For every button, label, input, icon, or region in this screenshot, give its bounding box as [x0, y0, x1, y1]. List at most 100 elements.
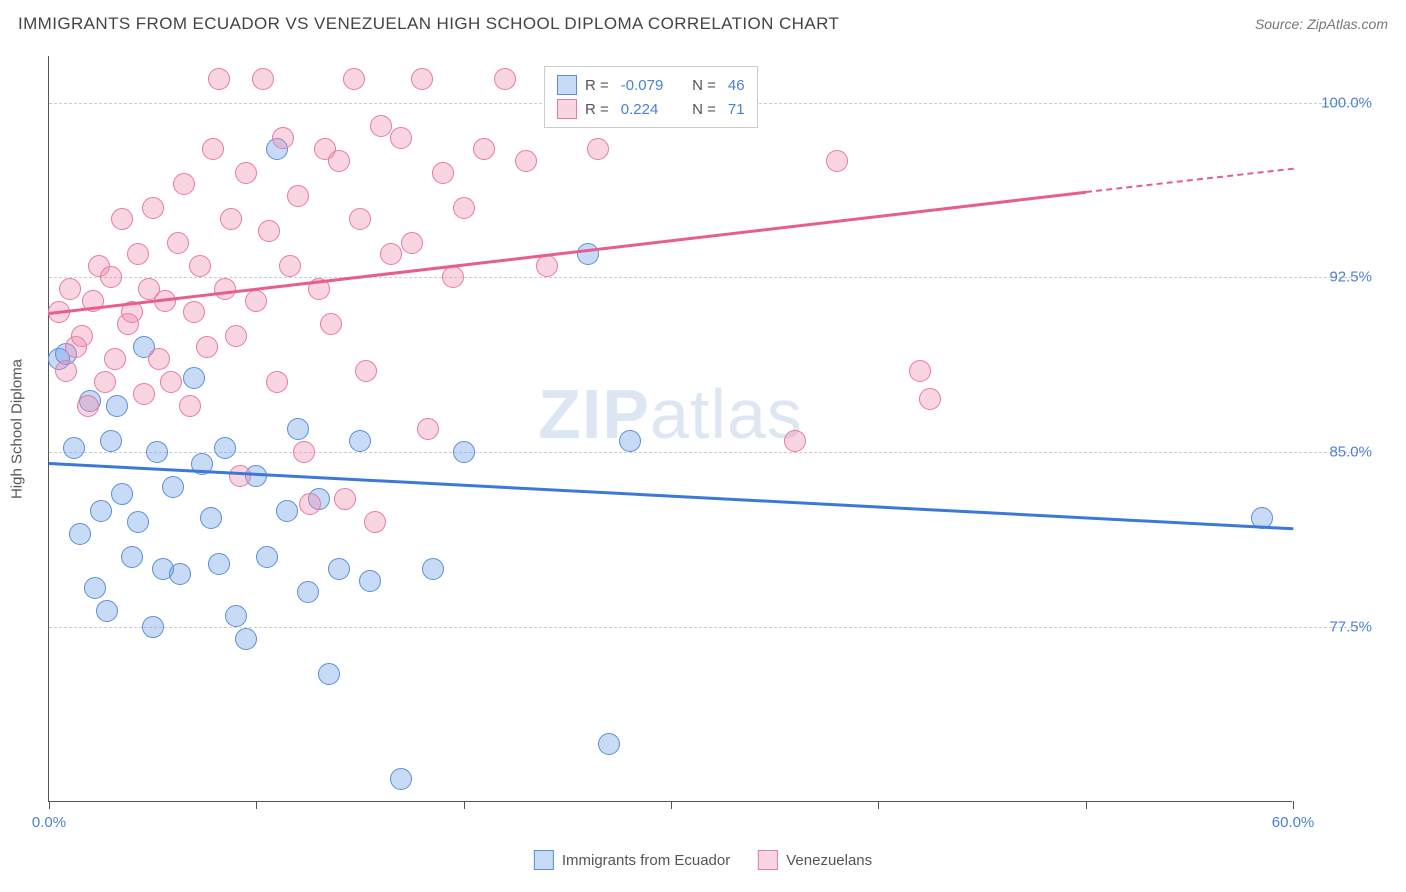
scatter-point-ecuador [390, 768, 412, 790]
watermark-atlas: atlas [650, 375, 803, 453]
scatter-point-venezuelans [77, 395, 99, 417]
stats-r-label: R = [585, 101, 609, 118]
x-tick [878, 801, 879, 809]
scatter-point-ecuador [100, 430, 122, 452]
stats-r-value: -0.079 [621, 77, 676, 94]
x-tick [1086, 801, 1087, 809]
scatter-point-venezuelans [919, 388, 941, 410]
scatter-point-ecuador [297, 581, 319, 603]
trendline-extension [1086, 168, 1294, 193]
scatter-point-venezuelans [167, 232, 189, 254]
x-tick-label: 0.0% [32, 814, 66, 831]
source-label: Source: ZipAtlas.com [1255, 16, 1388, 32]
y-tick-label: 92.5% [1302, 269, 1372, 286]
title-bar: IMMIGRANTS FROM ECUADOR VS VENEZUELAN HI… [18, 14, 1388, 34]
scatter-point-ecuador [359, 570, 381, 592]
scatter-point-venezuelans [272, 127, 294, 149]
legend-label-ecuador: Immigrants from Ecuador [562, 852, 730, 869]
scatter-point-venezuelans [390, 127, 412, 149]
stats-n-value: 71 [728, 101, 745, 118]
scatter-point-venezuelans [826, 150, 848, 172]
stats-n-value: 46 [728, 77, 745, 94]
legend-item-ecuador: Immigrants from Ecuador [534, 850, 730, 870]
stats-row: R =-0.079 N =46 [557, 73, 745, 97]
scatter-point-ecuador [208, 553, 230, 575]
scatter-point-ecuador [200, 507, 222, 529]
x-tick [1293, 801, 1294, 809]
legend-swatch-ecuador [534, 850, 554, 870]
scatter-point-venezuelans [220, 208, 242, 230]
scatter-point-venezuelans [183, 301, 205, 323]
chart-container: IMMIGRANTS FROM ECUADOR VS VENEZUELAN HI… [0, 0, 1406, 892]
stats-n-label: N = [684, 101, 716, 118]
x-tick [464, 801, 465, 809]
chart-title: IMMIGRANTS FROM ECUADOR VS VENEZUELAN HI… [18, 14, 839, 34]
scatter-point-venezuelans [293, 441, 315, 463]
scatter-point-ecuador [142, 616, 164, 638]
scatter-point-venezuelans [189, 255, 211, 277]
scatter-point-venezuelans [100, 266, 122, 288]
scatter-point-venezuelans [334, 488, 356, 510]
scatter-point-venezuelans [214, 278, 236, 300]
scatter-point-venezuelans [208, 68, 230, 90]
scatter-point-venezuelans [258, 220, 280, 242]
scatter-point-venezuelans [784, 430, 806, 452]
stats-r-value: 0.224 [621, 101, 676, 118]
scatter-point-venezuelans [287, 185, 309, 207]
x-tick-label: 60.0% [1272, 814, 1315, 831]
scatter-point-venezuelans [279, 255, 301, 277]
scatter-point-venezuelans [94, 371, 116, 393]
scatter-point-venezuelans [179, 395, 201, 417]
scatter-point-ecuador [422, 558, 444, 580]
scatter-point-venezuelans [320, 313, 342, 335]
x-tick [256, 801, 257, 809]
scatter-point-venezuelans [127, 243, 149, 265]
scatter-point-venezuelans [148, 348, 170, 370]
scatter-point-ecuador [598, 733, 620, 755]
scatter-point-venezuelans [160, 371, 182, 393]
scatter-point-venezuelans [225, 325, 247, 347]
scatter-point-ecuador [162, 476, 184, 498]
scatter-point-ecuador [106, 395, 128, 417]
scatter-point-ecuador [183, 367, 205, 389]
scatter-point-venezuelans [909, 360, 931, 382]
scatter-point-venezuelans [349, 208, 371, 230]
stats-legend: R = -0.079 N = 46 R = 0.224 N = 71 [544, 66, 758, 128]
y-tick-label: 77.5% [1302, 619, 1372, 636]
scatter-point-venezuelans [266, 371, 288, 393]
scatter-point-venezuelans [536, 255, 558, 277]
y-tick-label: 85.0% [1302, 444, 1372, 461]
stats-n-label: N = [684, 77, 716, 94]
scatter-point-venezuelans [343, 68, 365, 90]
scatter-point-venezuelans [432, 162, 454, 184]
scatter-point-ecuador [287, 418, 309, 440]
scatter-point-venezuelans [299, 493, 321, 515]
scatter-point-venezuelans [245, 290, 267, 312]
scatter-point-ecuador [121, 546, 143, 568]
trendline [49, 191, 1086, 315]
stats-swatch [557, 99, 577, 119]
bottom-legend: Immigrants from Ecuador Venezuelans [534, 850, 872, 870]
scatter-point-ecuador [169, 563, 191, 585]
legend-label-venezuelans: Venezuelans [786, 852, 872, 869]
scatter-point-venezuelans [473, 138, 495, 160]
scatter-point-ecuador [84, 577, 106, 599]
scatter-point-ecuador [453, 441, 475, 463]
scatter-point-venezuelans [355, 360, 377, 382]
scatter-point-ecuador [96, 600, 118, 622]
scatter-point-venezuelans [370, 115, 392, 137]
stats-row: R = 0.224 N = 71 [557, 97, 745, 121]
x-tick [49, 801, 50, 809]
gridline-h [49, 452, 1362, 453]
scatter-point-ecuador [328, 558, 350, 580]
scatter-point-venezuelans [442, 266, 464, 288]
scatter-point-venezuelans [494, 68, 516, 90]
scatter-point-venezuelans [71, 325, 93, 347]
scatter-point-ecuador [235, 628, 257, 650]
scatter-point-ecuador [214, 437, 236, 459]
scatter-point-ecuador [146, 441, 168, 463]
scatter-point-ecuador [90, 500, 112, 522]
scatter-point-ecuador [127, 511, 149, 533]
scatter-point-venezuelans [55, 360, 77, 382]
scatter-point-venezuelans [515, 150, 537, 172]
